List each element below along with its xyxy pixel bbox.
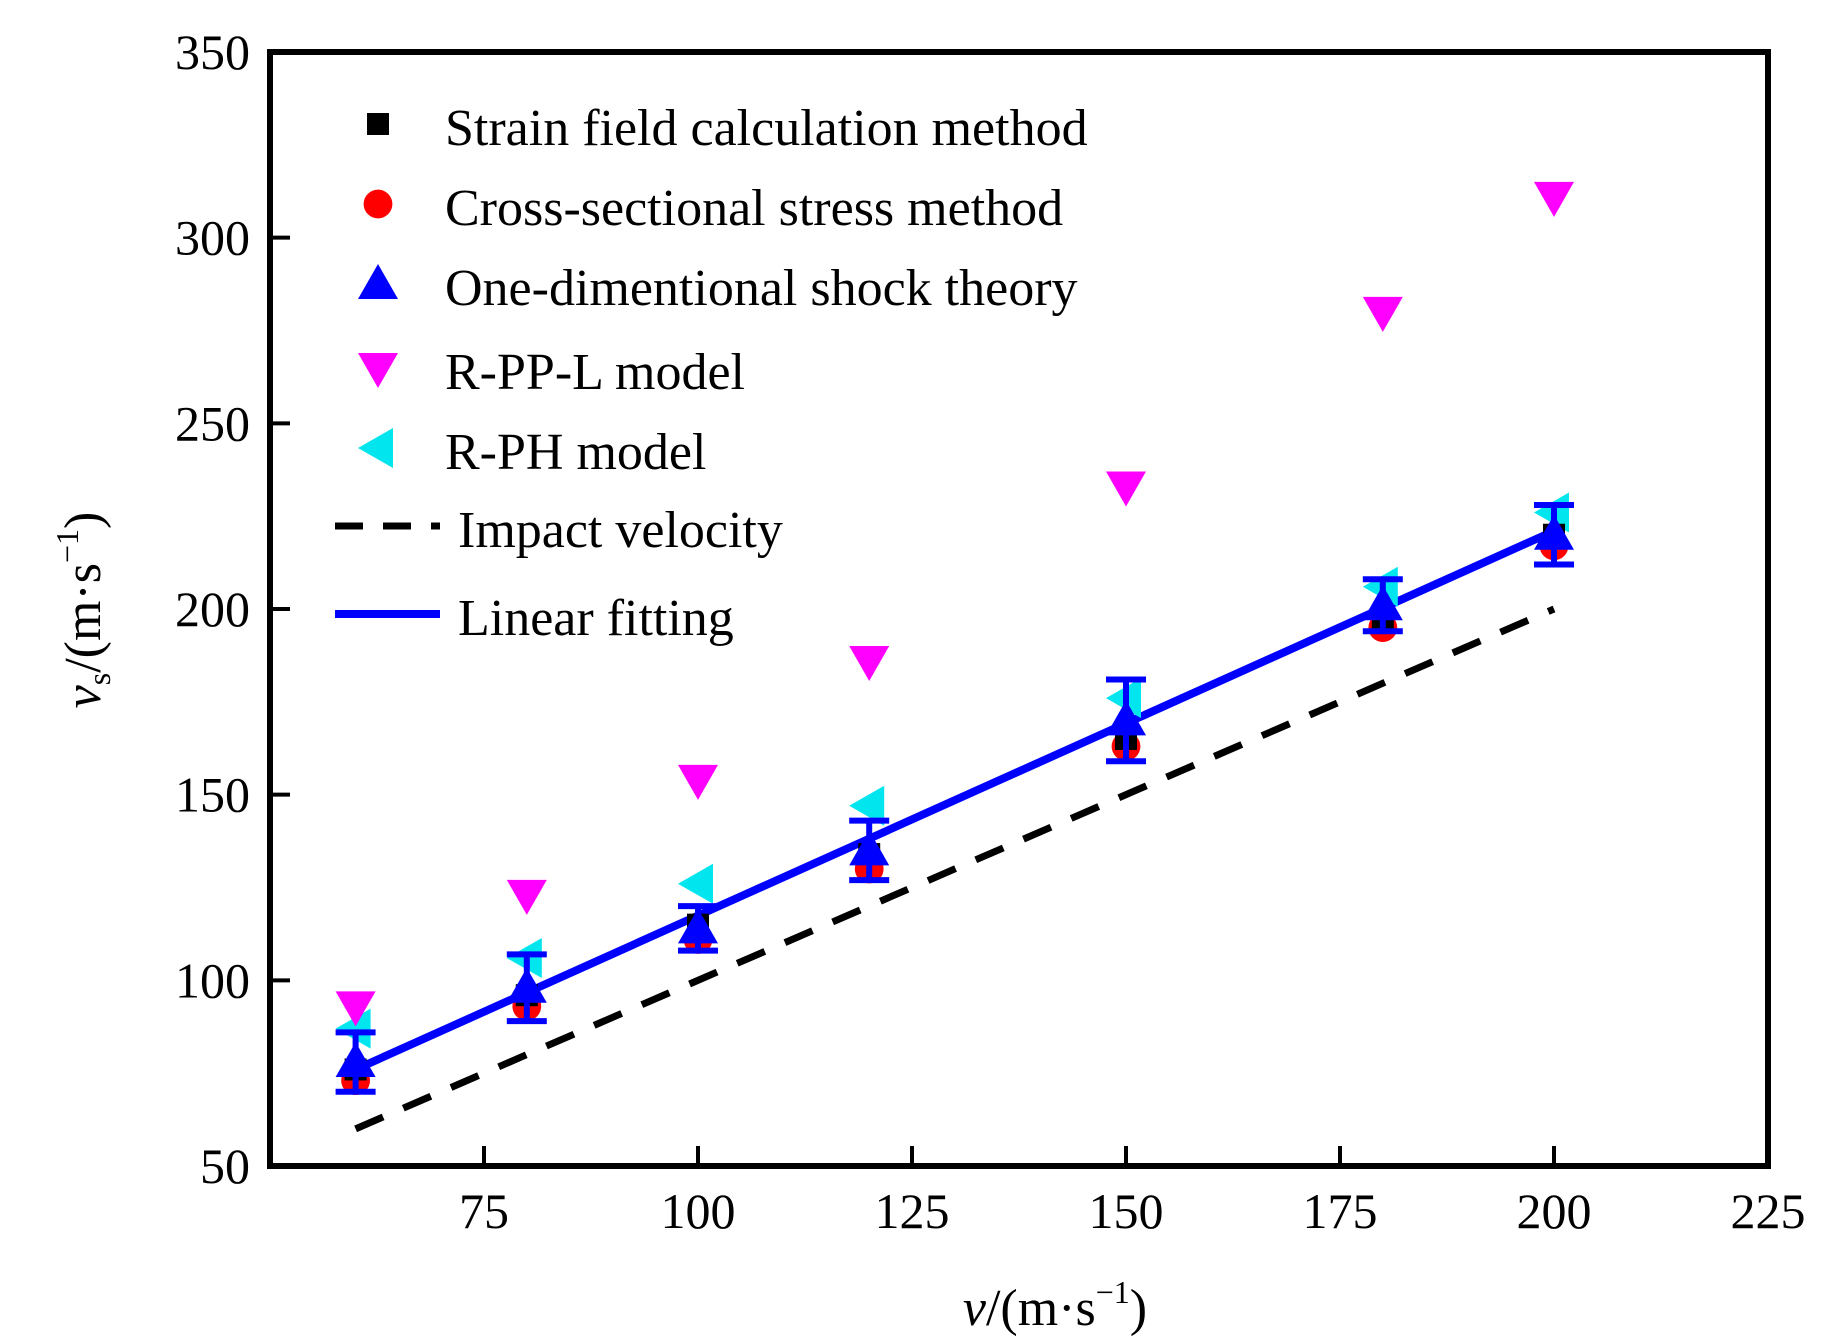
legend-marker-0	[367, 113, 389, 135]
y-tick-label-200: 200	[175, 581, 250, 637]
legend-label-0: Strain field calculation method	[445, 100, 1088, 157]
x-axis-title: v/(m·s−1)	[963, 1274, 1147, 1337]
axis-ticks: 75 100 125 150 175 200 225 50 100 150 200 250 300 350	[175, 24, 1806, 1239]
y-tick-label-50: 50	[200, 1138, 250, 1194]
marker-3-5	[1362, 296, 1403, 332]
legend-label-4: R-PH model	[445, 424, 706, 481]
marker-4-0	[335, 1008, 371, 1049]
legend-marker-1	[363, 189, 393, 219]
legend-marker-2	[358, 264, 398, 299]
x-tick-label-150: 150	[1089, 1183, 1164, 1239]
legend-label-2: One-dimentional shock theory	[445, 260, 1078, 317]
marker-3-6	[1534, 181, 1574, 217]
x-axis-var: v	[963, 1280, 987, 1337]
marker-4-3	[849, 785, 885, 826]
x-tick-label-100: 100	[661, 1183, 736, 1239]
y-axis-var: v	[55, 684, 112, 708]
x-tick-label-225: 225	[1731, 1183, 1806, 1239]
marker-3-2	[678, 764, 718, 800]
y-tick-label-300: 300	[175, 210, 250, 266]
x-axis-unit-sup: −1	[1096, 1274, 1130, 1310]
y-axis-unit-sup: −1	[49, 529, 85, 563]
x-tick-label-125: 125	[875, 1183, 950, 1239]
legend-label-3: R-PP-L model	[445, 344, 745, 401]
legend-line-label-1: Linear fitting	[458, 590, 734, 647]
line-0	[354, 605, 1556, 1133]
line-1	[353, 527, 1556, 1074]
y-tick-label-150: 150	[175, 767, 250, 823]
marker-3-4	[1106, 471, 1146, 507]
y-tick-label-350: 350	[175, 24, 250, 80]
legend-marker-4	[358, 428, 393, 468]
y-axis-close: )	[55, 512, 112, 529]
legend-line-label-0: Impact velocity	[458, 502, 783, 559]
marker-3-0	[335, 991, 376, 1027]
x-axis-unit: /(m·s	[986, 1280, 1096, 1337]
legend: Strain field calculation method Cross-sec…	[335, 100, 1088, 647]
y-axis-unit: /(m·s	[55, 563, 112, 673]
marker-3-1	[506, 879, 547, 915]
chart-lines	[353, 527, 1556, 1133]
x-tick-label-200: 200	[1517, 1183, 1592, 1239]
y-tick-label-100: 100	[175, 952, 250, 1008]
legend-marker-3	[358, 353, 398, 388]
y-axis-var-sub: s	[81, 673, 117, 685]
x-tick-label-75: 75	[459, 1183, 509, 1239]
x-tick-label-175: 175	[1303, 1183, 1378, 1239]
chart-markers	[335, 181, 1574, 1095]
marker-3-3	[849, 645, 890, 681]
y-tick-label-250: 250	[175, 395, 250, 451]
x-axis-close: )	[1130, 1280, 1147, 1337]
y-axis-title: vs/(m·s−1)	[49, 512, 117, 709]
marker-4-2	[678, 863, 713, 904]
legend-label-1: Cross-sectional stress method	[445, 180, 1063, 237]
